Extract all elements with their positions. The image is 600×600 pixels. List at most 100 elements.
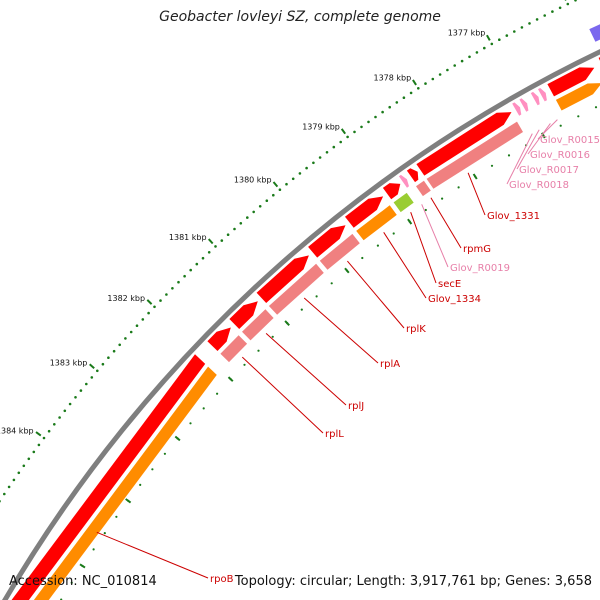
outer-scale-dot <box>58 416 61 419</box>
major-tick <box>227 376 234 382</box>
outer-scale-dot <box>239 222 243 225</box>
inner-scale-dot <box>92 548 95 551</box>
outer-scale-dot <box>332 145 336 149</box>
feature-gene <box>242 309 274 341</box>
outer-scale-dot <box>147 311 150 315</box>
feature-trna <box>530 91 540 106</box>
outer-scale-dot <box>90 376 94 379</box>
feature-label: rplJ <box>348 401 364 412</box>
summary-text: Topology: circular; Length: 3,917,761 bp… <box>234 574 592 589</box>
label-leader <box>410 212 437 284</box>
outer-scale-dot <box>233 227 236 231</box>
inner-scale-dot <box>189 422 192 425</box>
outer-major-tick <box>207 238 214 245</box>
outer-scale-dot <box>124 337 127 340</box>
outer-scale-dot <box>171 287 174 290</box>
outer-scale-dot <box>42 436 46 440</box>
outer-scale-dot <box>195 262 199 266</box>
major-tick <box>344 267 350 274</box>
inner-scale-dot <box>315 295 318 298</box>
feature-cds <box>547 67 595 97</box>
outer-scale-dot <box>96 369 99 373</box>
map-title: Geobacter lovleyi SZ, complete genome <box>159 9 441 25</box>
feature-rrna <box>356 205 397 241</box>
inner-scale-dot <box>139 483 142 486</box>
tick-label: 1383 kbp <box>50 358 88 367</box>
outer-scale-dot <box>272 193 275 197</box>
feature-trna <box>512 102 522 116</box>
label-leader <box>527 123 551 155</box>
outer-major-tick <box>486 34 491 41</box>
inner-scale-dot <box>257 349 260 352</box>
feature-cds <box>229 301 258 329</box>
inner-scale-dot <box>271 335 274 338</box>
outer-scale-dot <box>468 55 471 59</box>
inner-scale-dot <box>103 532 106 535</box>
outer-scale-dot <box>0 500 1 503</box>
outer-scale-dot <box>63 409 67 413</box>
feature-label: Glov_1331 <box>487 211 540 222</box>
outer-scale-dot <box>183 274 186 278</box>
outer-scale-dot <box>265 199 269 202</box>
outer-major-tick <box>35 431 42 437</box>
outer-scale-dot <box>291 177 295 181</box>
outer-scale-dot <box>189 268 192 272</box>
outer-scale-dot <box>207 251 211 254</box>
label-leader <box>303 297 379 364</box>
outer-scale-dot <box>177 280 180 284</box>
outer-scale-dot <box>12 478 16 482</box>
major-tick <box>472 173 478 180</box>
outer-scale-dot <box>135 324 139 328</box>
outer-scale-dot <box>374 115 377 119</box>
outer-scale-dot <box>201 256 205 260</box>
major-tick <box>407 218 413 225</box>
outer-scale-dot <box>74 396 77 399</box>
outer-scale-dot <box>460 59 464 63</box>
inner-scale-dot <box>594 106 598 109</box>
outer-scale-dot <box>431 77 435 81</box>
outer-scale-dot <box>278 188 282 191</box>
outer-major-tick <box>272 181 279 188</box>
outer-scale-dot <box>252 210 255 214</box>
label-leader <box>383 232 427 299</box>
feature-label: secE <box>438 279 461 290</box>
outer-scale-dot <box>3 492 6 496</box>
accession-text: Accession: NC_010814 <box>9 574 157 589</box>
outer-scale-dot <box>118 343 121 347</box>
outer-scale-dot <box>528 22 531 25</box>
outer-scale-dot <box>17 471 21 475</box>
label-leader <box>347 260 405 329</box>
inner-scale-dot <box>441 197 444 200</box>
feature-label: Glov_R0017 <box>519 165 579 176</box>
label-leader <box>430 197 462 249</box>
inner-scale-dot <box>115 515 118 518</box>
outer-scale-dot <box>165 293 168 296</box>
inner-scale-dot <box>457 186 460 189</box>
tick-label: 1377 kbp <box>448 29 486 38</box>
outer-scale-dot <box>409 91 413 95</box>
inner-scale-dot <box>424 208 427 212</box>
label-leader <box>506 133 533 185</box>
outer-scale-dot <box>543 14 546 17</box>
inner-scale-dot <box>151 468 154 471</box>
outer-scale-dot <box>388 105 392 109</box>
outer-scale-dot <box>7 485 11 489</box>
label-leader <box>516 129 540 170</box>
inner-scale-dot <box>330 282 333 285</box>
feature-misc <box>589 24 600 42</box>
outer-major-tick <box>340 128 347 135</box>
outer-scale-dot <box>22 464 26 468</box>
feature-label: Glov_R0016 <box>530 150 590 161</box>
inner-scale-dot <box>300 308 303 311</box>
feature-cds <box>382 183 401 200</box>
inner-scale-dot <box>392 232 395 235</box>
outer-scale-dot <box>312 161 315 165</box>
feature-gene <box>268 263 324 315</box>
outer-scale-dot <box>68 402 72 406</box>
feature-trna <box>519 98 529 112</box>
outer-scale-dot <box>483 46 486 50</box>
label-leader <box>421 204 449 268</box>
feature-cds <box>11 354 206 600</box>
feature-gene <box>220 335 248 363</box>
inner-scale-dot <box>559 124 562 127</box>
